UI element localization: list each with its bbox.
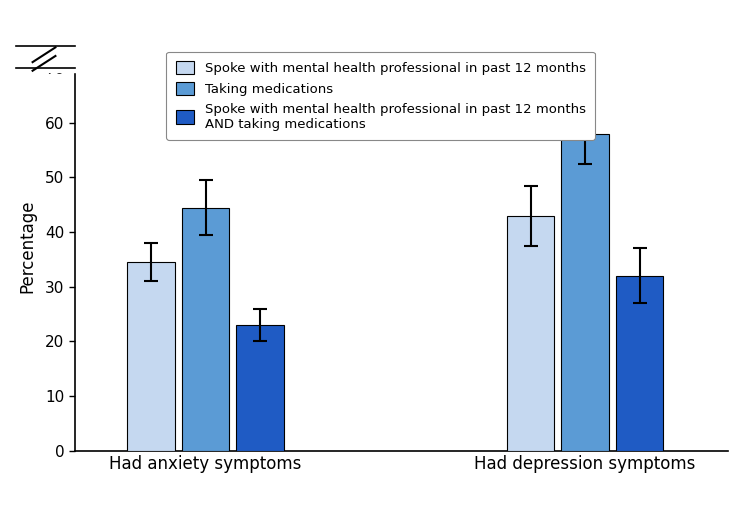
Legend: Spoke with mental health professional in past 12 months, Taking medications, Spo: Spoke with mental health professional in…: [166, 52, 595, 140]
Bar: [128, 262, 175, 451]
Y-axis label: Percentage: Percentage: [19, 199, 37, 292]
Bar: [507, 216, 554, 451]
Bar: [16, 23, 82, 72]
Bar: [236, 325, 284, 451]
Bar: [562, 134, 609, 451]
Bar: [182, 207, 230, 451]
Bar: [616, 276, 664, 451]
Text: 100: 100: [18, 29, 47, 44]
